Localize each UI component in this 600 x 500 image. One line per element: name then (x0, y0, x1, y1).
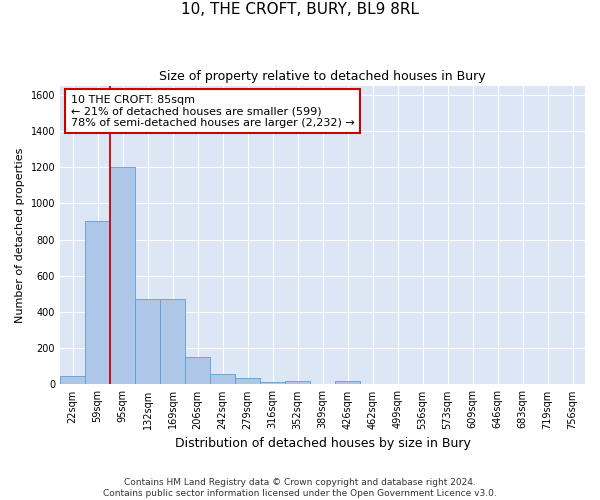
Bar (285, 381, 310, 384)
Bar (185, 358, 210, 384)
Bar (335, 381, 360, 384)
Bar (160, 300, 185, 384)
X-axis label: Distribution of detached houses by size in Bury: Distribution of detached houses by size … (175, 437, 470, 450)
Bar (85, 222, 110, 384)
Title: Size of property relative to detached houses in Bury: Size of property relative to detached ho… (159, 70, 486, 83)
Text: 10 THE CROFT: 85sqm
← 21% of detached houses are smaller (599)
78% of semi-detac: 10 THE CROFT: 85sqm ← 21% of detached ho… (71, 94, 354, 128)
Y-axis label: Number of detached properties: Number of detached properties (15, 148, 25, 322)
Bar (135, 300, 160, 384)
Bar (210, 374, 235, 384)
Bar (60, 376, 85, 384)
Text: Contains HM Land Registry data © Crown copyright and database right 2024.
Contai: Contains HM Land Registry data © Crown c… (103, 478, 497, 498)
Bar (235, 378, 260, 384)
Bar (110, 167, 135, 384)
Text: 10, THE CROFT, BURY, BL9 8RL: 10, THE CROFT, BURY, BL9 8RL (181, 2, 419, 18)
Bar (260, 382, 285, 384)
